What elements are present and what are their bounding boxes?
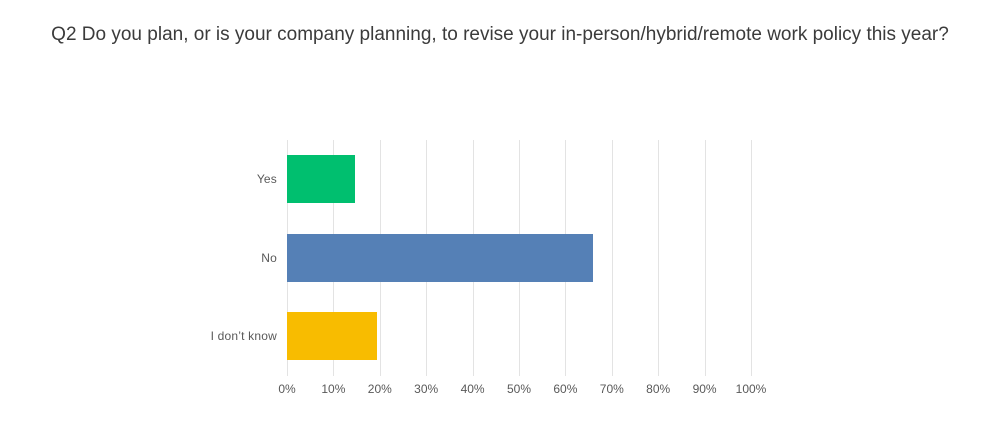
gridline — [611, 140, 613, 376]
x-tick-label: 50% — [506, 382, 532, 396]
x-tick-label: 100% — [735, 382, 767, 396]
gridline — [704, 140, 706, 376]
x-tick-label: 40% — [460, 382, 485, 396]
category-label: I don’t know — [210, 329, 277, 344]
category-label: Yes — [256, 172, 277, 186]
x-tick-label: 30% — [414, 382, 439, 396]
x-tick-label: 10% — [321, 382, 346, 396]
bar-row — [287, 140, 751, 219]
y-axis-category-labels: Yes No I don’t know — [0, 140, 277, 376]
bar — [287, 312, 378, 361]
x-tick-label: 20% — [367, 382, 392, 396]
gridline — [751, 140, 752, 376]
bar-row — [287, 219, 751, 298]
x-axis-tick-labels: 0% 10% 20% 30% 40% 50% 60% 70% 80% 90% 100% — [278, 382, 766, 398]
bar-row — [287, 297, 751, 376]
bar — [287, 155, 355, 203]
x-tick-label: 90% — [692, 382, 717, 396]
bar — [287, 233, 594, 282]
gridline — [658, 140, 660, 376]
category-label: No — [261, 250, 277, 265]
x-tick-label: 0% — [278, 382, 296, 396]
chart-title: Q2 Do you plan, or is your company plann… — [51, 24, 949, 45]
x-tick-label: 70% — [599, 382, 624, 396]
x-tick-label: 60% — [553, 382, 578, 396]
plot-area — [287, 140, 752, 376]
x-tick-label: 80% — [646, 382, 671, 396]
